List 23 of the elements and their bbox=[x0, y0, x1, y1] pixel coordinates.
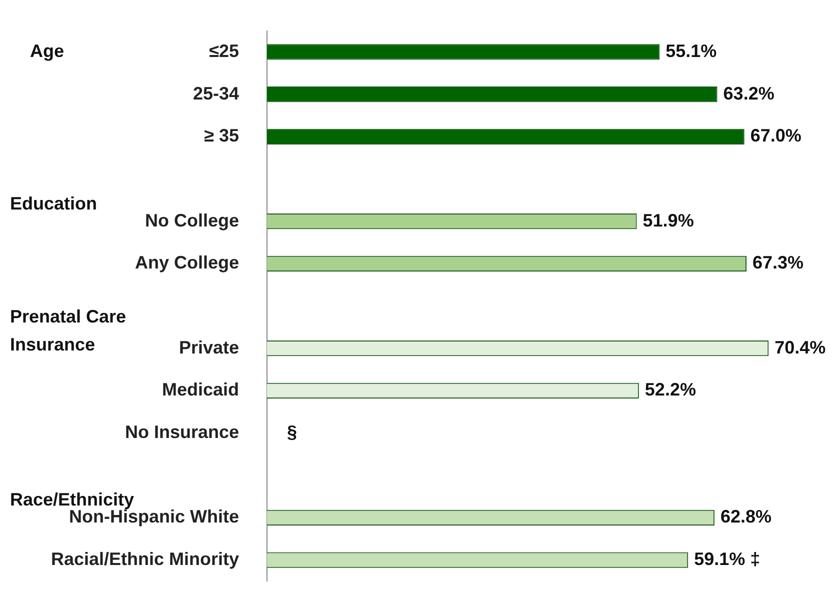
text: Age bbox=[30, 40, 64, 61]
data-label: 59.1% ‡ bbox=[694, 549, 760, 569]
data-label: 52.2% bbox=[644, 380, 696, 400]
text: Race/Ethnicity bbox=[10, 490, 134, 510]
data-label: 67.0% bbox=[750, 126, 802, 146]
data-label: 63.2% bbox=[723, 83, 774, 104]
data-label: 55.1% bbox=[666, 40, 717, 61]
text: § bbox=[287, 422, 298, 442]
data-label: 62.8% bbox=[720, 506, 772, 527]
text: Education bbox=[10, 193, 98, 214]
y-tick-label: ≤25 bbox=[209, 40, 239, 61]
y-tick-label: Medicaid bbox=[162, 380, 239, 400]
y-tick-label: 25-34 bbox=[192, 83, 239, 104]
y-tick-label: Racial/Ethnic Minority bbox=[50, 549, 239, 569]
text: Prenatal Care Insurance bbox=[10, 306, 126, 354]
data-label: 67.3% bbox=[752, 252, 804, 273]
y-tick-label: No College bbox=[144, 210, 239, 230]
y-tick-label: ≥ 35 bbox=[204, 126, 239, 146]
data-label: 51.9% bbox=[642, 210, 694, 230]
y-tick-label: Private bbox=[178, 337, 239, 358]
y-tick-label: Any College bbox=[134, 252, 239, 273]
y-tick-label: No Insurance bbox=[124, 422, 239, 442]
data-label: 70.4% bbox=[774, 337, 826, 358]
